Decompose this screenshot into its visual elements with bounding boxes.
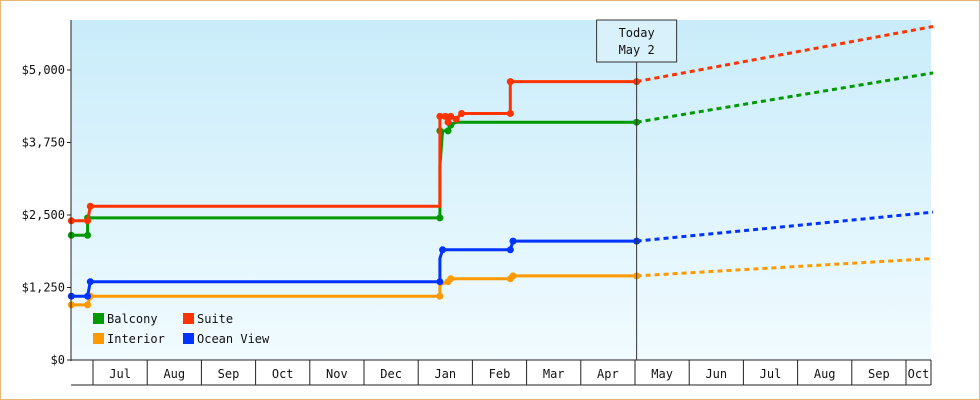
series-suite xyxy=(67,25,934,225)
series-point xyxy=(444,118,452,126)
series-point xyxy=(436,278,444,286)
x-tick-label: Jul xyxy=(109,367,131,381)
series-point xyxy=(441,112,449,120)
series-point xyxy=(447,112,455,120)
series-point xyxy=(84,231,92,239)
legend-swatch xyxy=(183,313,194,324)
series-point xyxy=(436,214,444,222)
series-point xyxy=(458,110,466,117)
x-tick-label: Mar xyxy=(543,367,565,381)
x-tick-label: Apr xyxy=(597,367,619,381)
series-point xyxy=(86,202,94,210)
legend-label: Suite xyxy=(197,312,233,326)
series-point xyxy=(436,112,444,120)
series-forecast-line xyxy=(636,210,934,243)
x-tick-label: Aug xyxy=(163,367,185,381)
legend-swatch xyxy=(93,313,104,324)
x-tick-label: Sep xyxy=(868,367,890,381)
today-date: May 2 xyxy=(619,43,655,57)
x-tick-label: Jun xyxy=(705,367,727,381)
series-point xyxy=(84,292,92,300)
y-tick-label: $2,500 xyxy=(22,208,65,222)
legend-swatch xyxy=(183,333,194,344)
series-point xyxy=(444,127,452,135)
series-point xyxy=(509,237,517,245)
plot-area xyxy=(71,20,931,360)
y-tick-label: $0 xyxy=(51,353,65,367)
x-tick-label: Dec xyxy=(380,367,402,381)
x-tick-label: Sep xyxy=(218,367,240,381)
series-forecast-line xyxy=(636,257,934,278)
y-tick-label: $3,750 xyxy=(22,136,65,150)
series-point xyxy=(452,115,460,123)
x-tick-label: Nov xyxy=(326,367,348,381)
series-point xyxy=(506,110,514,117)
x-tick-label: Aug xyxy=(814,367,836,381)
series-point xyxy=(86,278,94,286)
x-tick-label: Oct xyxy=(272,367,294,381)
x-tick-label: Jul xyxy=(760,367,782,381)
series-point xyxy=(447,275,455,283)
x-tick-label: Oct xyxy=(908,367,930,381)
series-point xyxy=(506,246,514,254)
series-point xyxy=(439,246,447,254)
x-tick-label: Feb xyxy=(489,367,511,381)
y-tick-label: $5,000 xyxy=(22,63,65,77)
legend-label: Ocean View xyxy=(197,332,270,346)
series-point xyxy=(436,292,444,300)
series-point xyxy=(84,217,92,225)
x-tick-label: May xyxy=(651,367,673,381)
series-point xyxy=(84,301,92,309)
legend-label: Interior xyxy=(107,332,165,346)
legend-label: Balcony xyxy=(107,312,158,326)
series-point xyxy=(509,272,517,280)
legend-swatch xyxy=(93,333,104,344)
x-tick-label: Jan xyxy=(434,367,456,381)
y-tick-label: $1,250 xyxy=(22,281,65,295)
series-point xyxy=(506,78,514,86)
today-box xyxy=(596,19,678,63)
series-interior xyxy=(67,257,934,309)
today-label: Today xyxy=(619,26,655,40)
